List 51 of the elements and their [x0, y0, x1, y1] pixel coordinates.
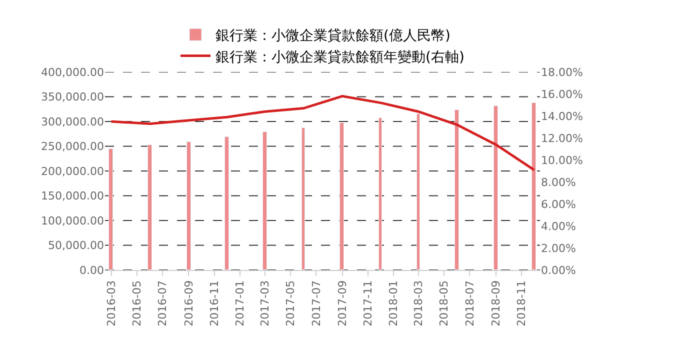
- x-tick-label: 2016-11: [208, 280, 221, 326]
- y2-tick-label: 6.00%: [541, 198, 576, 211]
- x-tick-label: 2018-03: [412, 280, 425, 326]
- bar: [416, 114, 420, 270]
- bar: [454, 110, 459, 270]
- bar: [378, 118, 382, 270]
- y2-tick-label: 8.00%: [541, 176, 576, 189]
- x-tick-label: 2017-05: [284, 280, 298, 326]
- x-tick-label: 2018-11: [515, 280, 528, 326]
- line-series: [110, 94, 536, 172]
- x-tick-label: 2018-05: [438, 280, 451, 326]
- y2-tick-label: 2.00%: [541, 242, 576, 255]
- y-tick-label: 150,000.00: [41, 190, 104, 203]
- bar: [302, 128, 305, 270]
- y-tick-label: 300,000.00: [41, 115, 104, 128]
- y-tick-label: 350,000.00: [41, 90, 104, 104]
- bar: [108, 148, 113, 270]
- y2-tick-label: 0.00%: [541, 264, 576, 277]
- x-tick-label: 2016-03: [104, 280, 118, 326]
- legend-label: 銀行業：小微企業貸款餘額(億人民幣): [216, 28, 450, 44]
- bar: [494, 106, 498, 270]
- y2-tick-label: 14.00%: [541, 110, 583, 123]
- y2-tick-label: 16.00%: [541, 88, 583, 101]
- y-tick-label: 200,000.00: [41, 164, 104, 178]
- y2-tick-label: 12.00%: [541, 132, 583, 145]
- x-tick-label: 2016-07: [156, 280, 170, 326]
- legend-label: 銀行業：小微企業貸款餘額年變動(右軸): [216, 49, 464, 66]
- y-tick-label: 250,000.00: [41, 140, 104, 154]
- y2-tick-label: 18.00%: [541, 66, 583, 79]
- bar: [148, 144, 152, 270]
- bar: [262, 132, 267, 270]
- x-tick-label: 2017-03: [258, 280, 272, 326]
- x-tick-label: 2016-09: [182, 280, 196, 326]
- x-tick-label: 2017-01: [234, 280, 247, 326]
- bar: [224, 136, 229, 270]
- x-tick-label: 2016-05: [130, 280, 144, 326]
- x-tick-label: 2017-09: [336, 280, 349, 326]
- y-tick-label: 50,000.00: [48, 239, 104, 252]
- x-tick-label: 2018-07: [463, 280, 476, 326]
- y-tick-label: 0.00: [80, 264, 104, 277]
- x-tick-label: 2017-11: [362, 280, 375, 326]
- x-tick-label: 2018-09: [489, 280, 502, 326]
- y2-tick-label: 10.00%: [541, 154, 583, 167]
- bar: [532, 102, 536, 270]
- x-tick-label: 2017-07: [310, 280, 323, 326]
- y-tick-label: 400,000.00: [41, 66, 104, 79]
- bar: [340, 122, 344, 270]
- x-tick-label: 2018-01: [387, 280, 400, 326]
- bar: [186, 142, 191, 270]
- y2-tick-label: 4.00%: [541, 220, 576, 233]
- y-tick-label: 100,000.00: [41, 214, 104, 228]
